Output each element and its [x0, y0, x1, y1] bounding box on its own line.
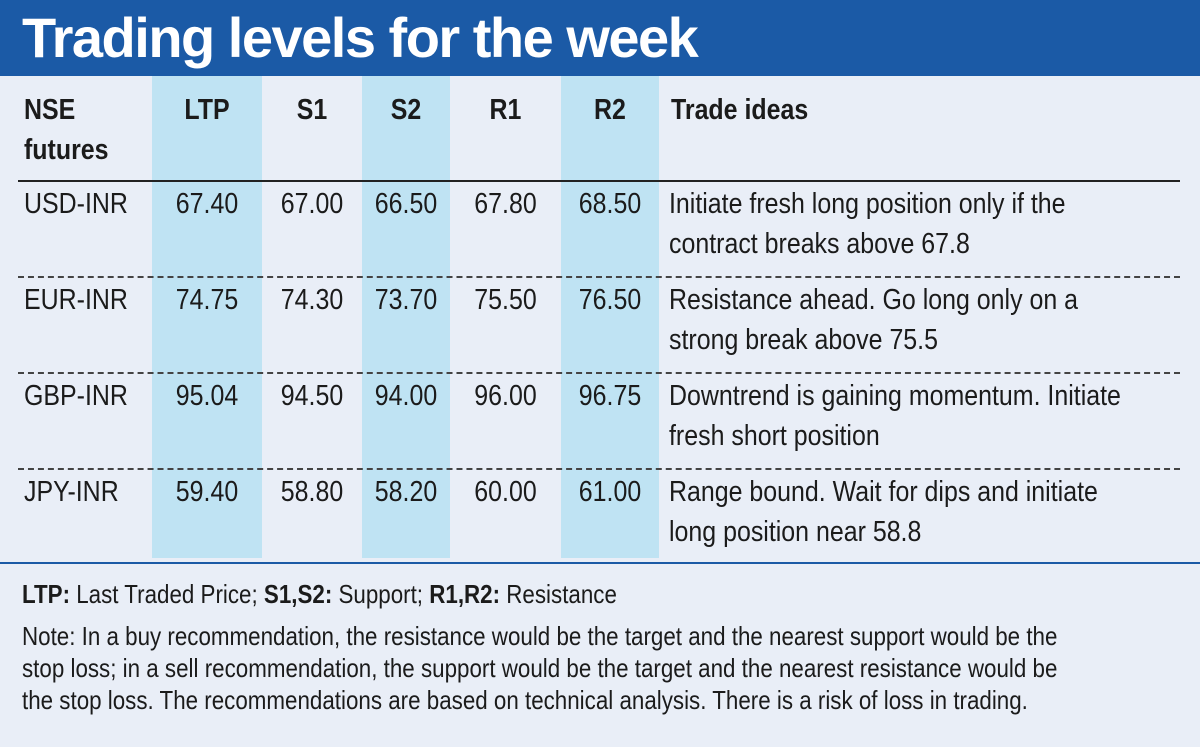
header-s2: S2 — [390, 94, 422, 126]
header-nse-futures: NSE futures — [24, 94, 109, 166]
table-cell-futures: EUR-INR — [24, 284, 128, 316]
table-cell-r2: 96.75 — [578, 380, 642, 412]
row-divider — [18, 276, 1180, 278]
ltp-column-highlight — [152, 76, 262, 558]
page-title: Trading levels for the week — [22, 6, 699, 69]
table-cell-s2: 94.00 — [374, 380, 438, 412]
table-cell-s1: 58.80 — [280, 476, 344, 508]
table-cell-futures: USD-INR — [24, 188, 128, 220]
table-cell-s2: 73.70 — [374, 284, 438, 316]
legend-s-key: S1,S2: — [263, 579, 333, 609]
header-s1: S1 — [296, 94, 328, 126]
table-cell-trade-idea: Initiate fresh long position only if the… — [669, 188, 1066, 260]
table-bottom-rule — [0, 562, 1200, 564]
table-cell-r1: 60.00 — [474, 476, 537, 508]
table-cell-r2: 61.00 — [578, 476, 642, 508]
header-trade-ideas: Trade ideas — [671, 94, 809, 126]
legend-ltp-text: Last Traded Price; — [70, 579, 264, 609]
table-cell-s1: 67.00 — [280, 188, 344, 220]
table-cell-ltp: 74.75 — [175, 284, 239, 316]
table-cell-trade-idea: Downtrend is gaining momentum. Initiate … — [669, 380, 1121, 452]
r2-column-highlight — [561, 76, 659, 558]
table-cell-s2: 66.50 — [374, 188, 438, 220]
row-divider — [18, 468, 1180, 470]
table-cell-futures: JPY-INR — [24, 476, 119, 508]
row-divider — [18, 372, 1180, 374]
table-cell-s1: 94.50 — [280, 380, 344, 412]
legend: LTP: Last Traded Price; S1,S2: Support; … — [22, 578, 617, 610]
table-cell-s2: 58.20 — [374, 476, 438, 508]
legend-r-text: Resistance — [500, 579, 617, 609]
header-r1: R1 — [489, 94, 522, 126]
table-cell-futures: GBP-INR — [24, 380, 128, 412]
table-cell-r2: 76.50 — [578, 284, 642, 316]
legend-r-key: R1,R2: — [429, 579, 501, 609]
header-ltp: LTP — [184, 94, 230, 126]
header-r2: R2 — [594, 94, 626, 126]
title-banner: Trading levels for the week — [0, 0, 1200, 76]
table-cell-r1: 75.50 — [474, 284, 537, 316]
table-cell-trade-idea: Resistance ahead. Go long only on a stro… — [669, 284, 1079, 356]
footnote: Note: In a buy recommendation, the resis… — [22, 621, 1058, 715]
trading-table: NSE futures LTP S1 S2 R1 R2 Trade ideas … — [0, 76, 1200, 562]
table-cell-s1: 74.30 — [280, 284, 344, 316]
legend-ltp-key: LTP: — [22, 579, 71, 609]
table-cell-ltp: 95.04 — [175, 380, 239, 412]
table-cell-r1: 96.00 — [474, 380, 537, 412]
table-cell-r2: 68.50 — [578, 188, 642, 220]
s2-column-highlight — [362, 76, 450, 558]
table-cell-ltp: 67.40 — [175, 188, 239, 220]
header-rule — [18, 180, 1180, 182]
table-cell-trade-idea: Range bound. Wait for dips and initiate … — [669, 476, 1098, 548]
table-cell-r1: 67.80 — [474, 188, 537, 220]
legend-s-text: Support; — [332, 579, 430, 609]
table-cell-ltp: 59.40 — [175, 476, 239, 508]
